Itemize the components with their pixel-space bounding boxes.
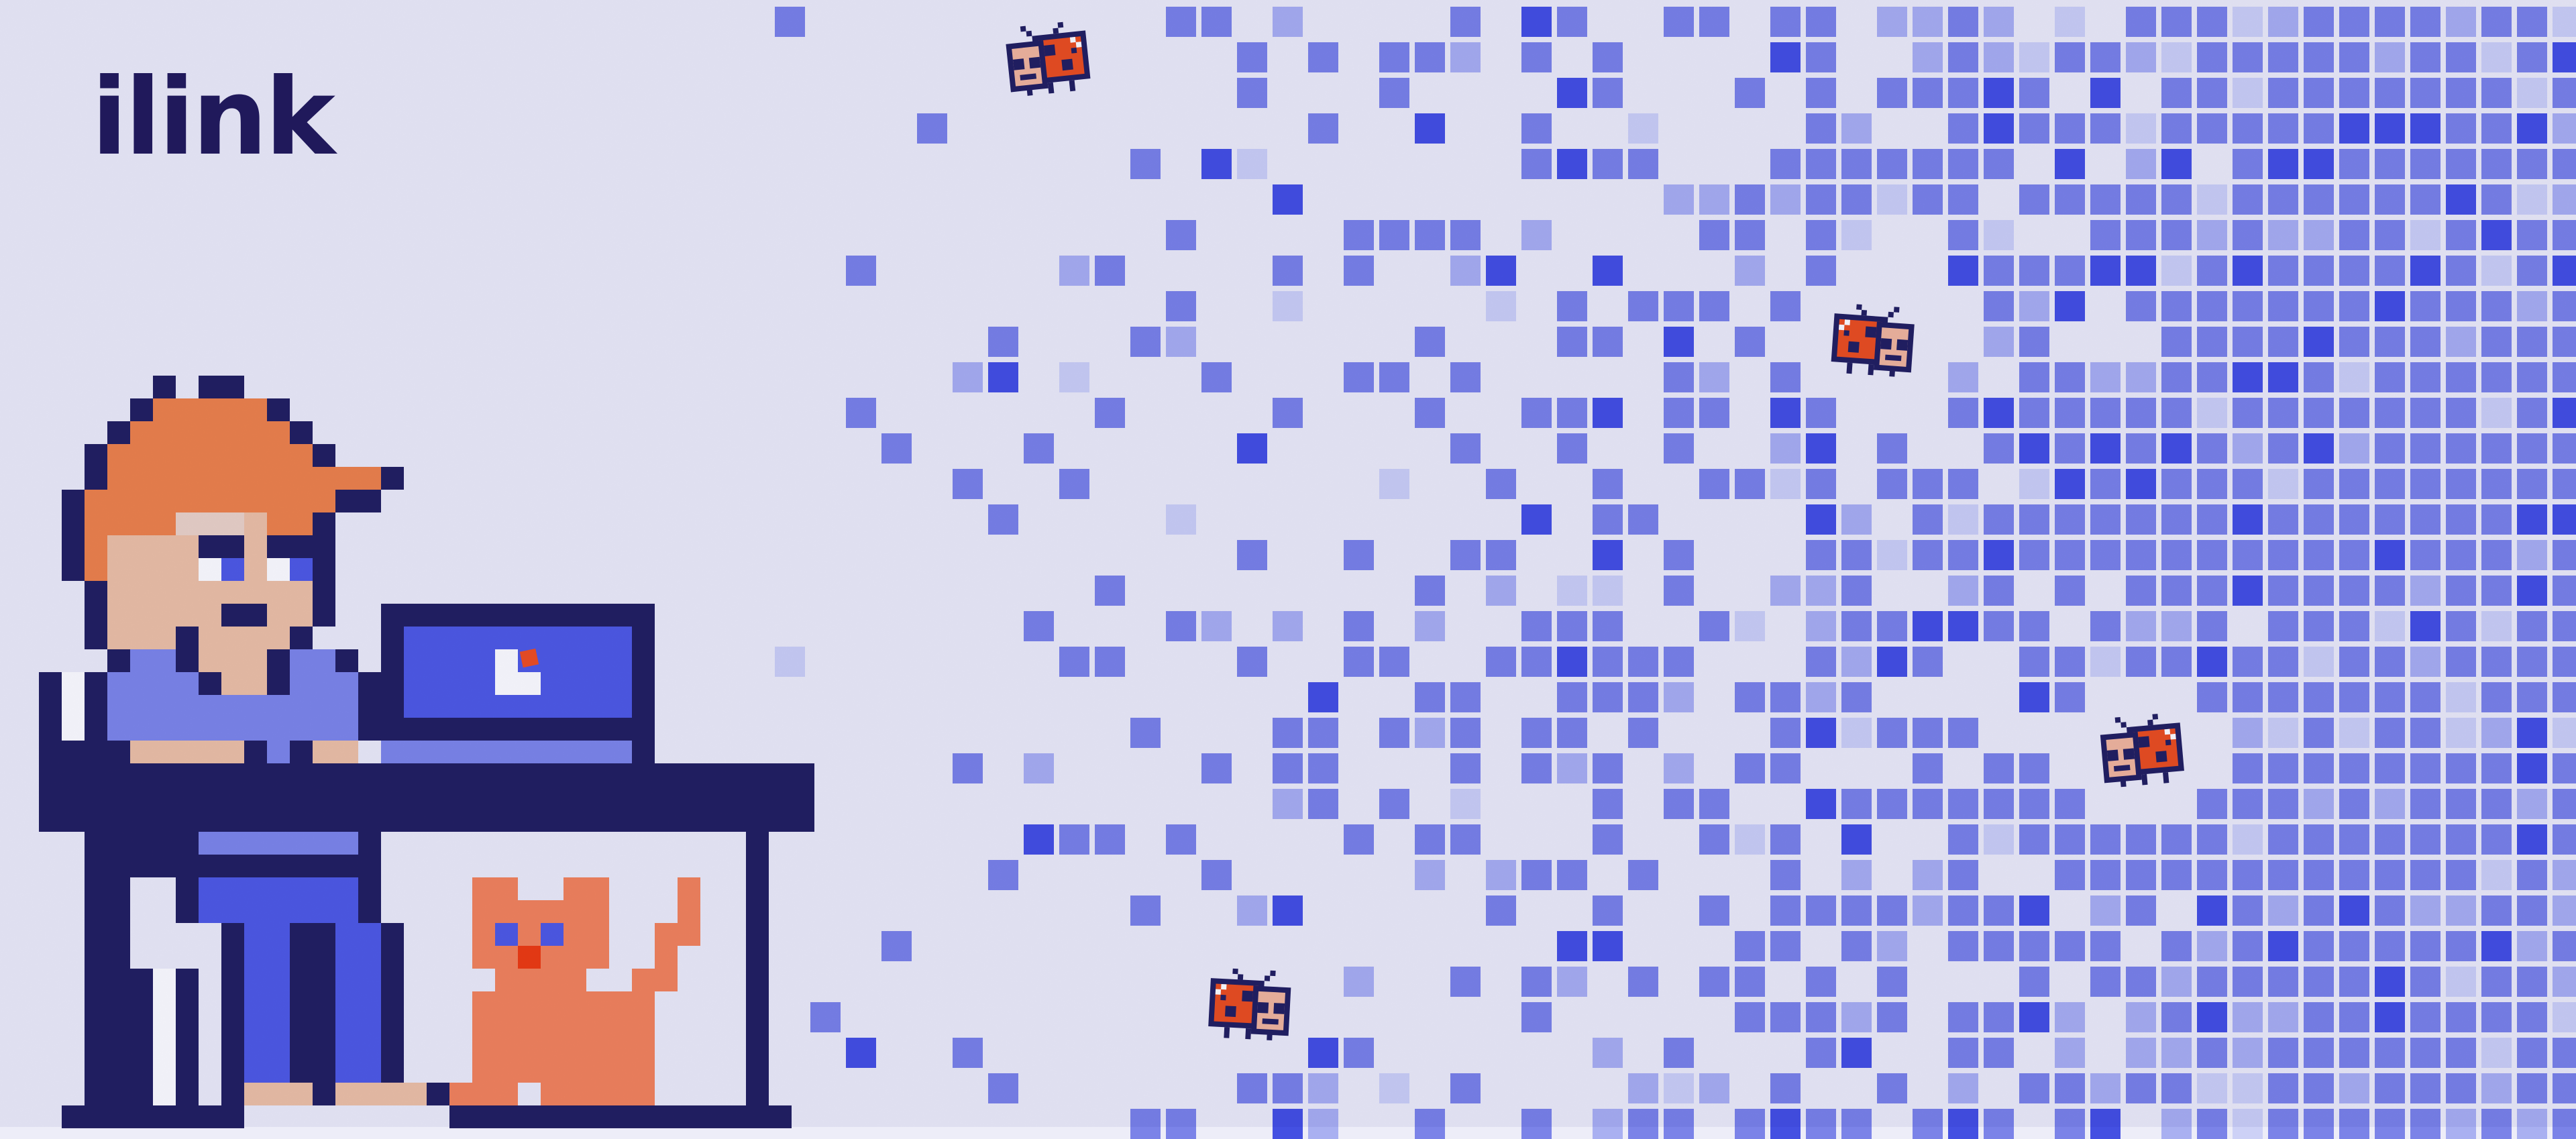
ladybug-part-n bbox=[1047, 82, 1055, 94]
ladybug-part-w bbox=[1221, 983, 1227, 990]
ladybug-part-n bbox=[1043, 44, 1056, 56]
ladybug-part-n bbox=[2123, 748, 2135, 760]
ladybug-part-n bbox=[1884, 354, 1902, 362]
ladybug-part-n bbox=[2106, 749, 2119, 761]
ladybug-part-n bbox=[1012, 58, 1025, 70]
ladybug-part-w bbox=[2164, 728, 2171, 735]
ladybug-part-n bbox=[2138, 736, 2150, 748]
ladybug-part-n bbox=[1028, 56, 1041, 69]
ilink-logo[interactable]: ilink bbox=[91, 56, 335, 179]
ladybug-part-n bbox=[1865, 326, 1877, 338]
ladybug-part-n bbox=[1057, 21, 1064, 28]
ladybug-part-w bbox=[1069, 36, 1076, 43]
ladybug-icon bbox=[1004, 19, 1097, 98]
ladybug-part-n bbox=[2163, 772, 2169, 783]
ladybug-part-n bbox=[1069, 80, 1076, 92]
ladybug-part-n bbox=[1262, 1018, 1279, 1025]
ladybug-part-n bbox=[1893, 307, 1900, 313]
ladybug-part-n bbox=[1071, 47, 1077, 54]
ladybug-part-n bbox=[1847, 341, 1860, 353]
ladybug-part-n bbox=[1224, 1006, 1236, 1018]
ladybug-part-n bbox=[1061, 58, 1073, 71]
ladybug-part-n bbox=[1273, 1003, 1285, 1014]
ladybug-part-n bbox=[1888, 311, 1894, 318]
ladybug-part-n bbox=[1220, 994, 1226, 1001]
ladybug-part-n bbox=[1270, 970, 1276, 977]
ladybug-part-w bbox=[1838, 324, 1845, 331]
ladybug-part-n bbox=[1026, 30, 1032, 37]
ladybug-part-n bbox=[1880, 338, 1892, 350]
ladybug-part-n bbox=[1846, 362, 1853, 374]
ladybug-part-n bbox=[1856, 304, 1862, 310]
ladybug-part-n bbox=[2114, 716, 2121, 723]
ladybug-part-n bbox=[1264, 975, 1271, 981]
ladybug-part-n bbox=[1843, 330, 1849, 336]
ladybug-part-n bbox=[1224, 1027, 1230, 1038]
ladybug-part-n bbox=[1020, 25, 1026, 32]
ladybug-part-w bbox=[1844, 319, 1851, 325]
ladybug-part-n bbox=[1896, 339, 1909, 351]
ladybug-part-n bbox=[2141, 773, 2148, 785]
ladybug-part-n bbox=[2152, 714, 2159, 720]
ladybug-part-n bbox=[2165, 739, 2171, 746]
ladybug-icon bbox=[1202, 967, 1291, 1042]
ladybug-part-w bbox=[2170, 733, 2176, 740]
ladybug-part-n bbox=[2121, 722, 2127, 728]
ladybug-icon bbox=[2099, 712, 2191, 789]
ladybug-part-w bbox=[1215, 989, 1222, 995]
ladybug-part-n bbox=[1257, 1001, 1269, 1014]
ladybug-part-n bbox=[2155, 751, 2167, 763]
ladybug-part-w bbox=[1075, 42, 1082, 48]
ladybug-icon bbox=[1825, 303, 1916, 378]
ladybug-part-n bbox=[1232, 968, 1238, 975]
ladybug-part-n bbox=[1242, 990, 1254, 1002]
